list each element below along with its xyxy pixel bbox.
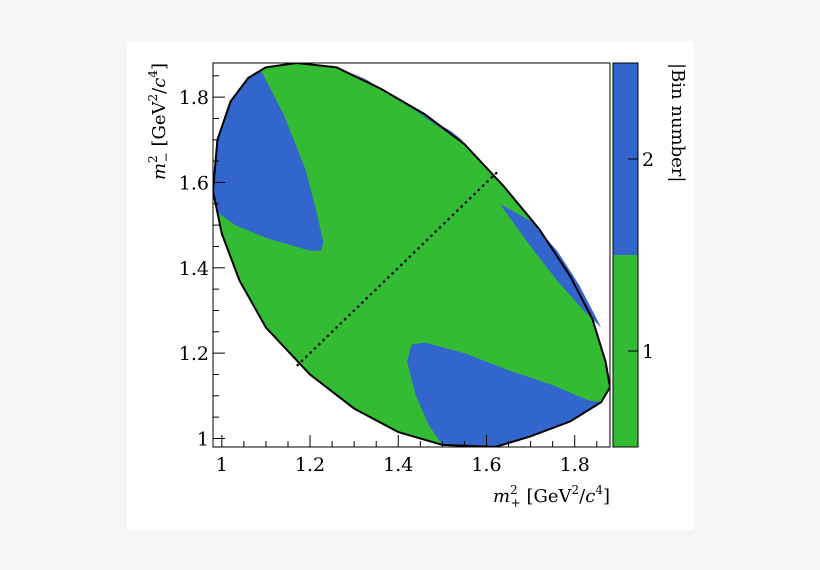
bin-2-region-1	[213, 71, 324, 251]
y-axis-unit-c: c	[149, 78, 170, 88]
figure-frame: 1 1.2 1.4 1.6 1.8 1 1.2 1.4 1.6 1.8 1 2 |Bin numbe…	[127, 41, 694, 530]
x-tick-label: 1.4	[383, 454, 413, 476]
y-axis-unit-c-sup: 4	[146, 70, 160, 78]
bin-regions	[213, 63, 610, 447]
y-axis-ticks: 1 1.2 1.4 1.6 1.8	[179, 75, 225, 450]
x-axis-symbol: m	[493, 486, 510, 507]
colorbar-tick-label: 2	[642, 149, 654, 171]
bin-2-region-2	[349, 71, 465, 142]
plot-area	[212, 62, 611, 448]
y-tick-label: 1	[197, 428, 209, 450]
dalitz-plot: 1 1.2 1.4 1.6 1.8 1 1.2 1.4 1.6 1.8 1 2 |Bin numbe…	[146, 62, 688, 510]
x-axis-unit-c: c	[585, 486, 595, 507]
y-axis-unit-mid: /	[149, 87, 170, 94]
x-axis-unit-c-sup: 4	[595, 483, 603, 497]
y-tick-label: 1.4	[179, 258, 209, 280]
y-axis-symbol-sup: 2	[146, 155, 160, 163]
x-axis-title: m2 + [GeV2/c4]	[493, 483, 610, 510]
y-tick-label: 1.2	[179, 343, 209, 365]
y-tick-label: 1.6	[179, 172, 209, 194]
x-axis-unit-mid: /	[579, 486, 586, 507]
dotted-line-layer	[296, 171, 499, 367]
x-tick-label: 1	[216, 454, 228, 476]
bin-2-region-3	[499, 203, 602, 328]
y-axis-unit-close: ]	[149, 63, 170, 70]
x-axis-ticks: 1 1.2 1.4 1.6 1.8	[216, 435, 598, 476]
x-axis-symbol-sub: +	[511, 496, 521, 510]
colorbar-border	[612, 62, 639, 448]
plot-border	[212, 62, 611, 448]
y-axis-symbol-sub: −	[159, 152, 173, 162]
symmetry-dotted-line	[296, 171, 499, 367]
x-tick-label: 1.8	[560, 454, 590, 476]
x-tick-label: 1.6	[471, 454, 501, 476]
bin-1-region	[213, 63, 610, 447]
x-axis-unit-open: [GeV	[521, 486, 573, 507]
y-axis-symbol: m	[149, 163, 170, 180]
kinematic-boundary	[213, 63, 610, 447]
bin-2-region-4	[407, 342, 602, 447]
colorbar-label: |Bin number|	[667, 63, 688, 182]
y-tick-label: 1.8	[179, 87, 209, 109]
x-tick-label: 1.2	[295, 454, 325, 476]
y-axis-unit-sup: 2	[146, 94, 160, 102]
x-axis-unit-close: ]	[603, 486, 610, 507]
colorbar-tick-label: 1	[642, 341, 654, 363]
x-axis-symbol-sup: 2	[510, 483, 518, 497]
x-axis-unit-sup: 2	[572, 483, 580, 497]
y-axis-unit-open: [GeV	[149, 100, 170, 152]
colorbar: 1 2 |Bin number|	[612, 62, 688, 448]
y-axis-title: m2− [GeV2/c4]	[146, 63, 173, 180]
